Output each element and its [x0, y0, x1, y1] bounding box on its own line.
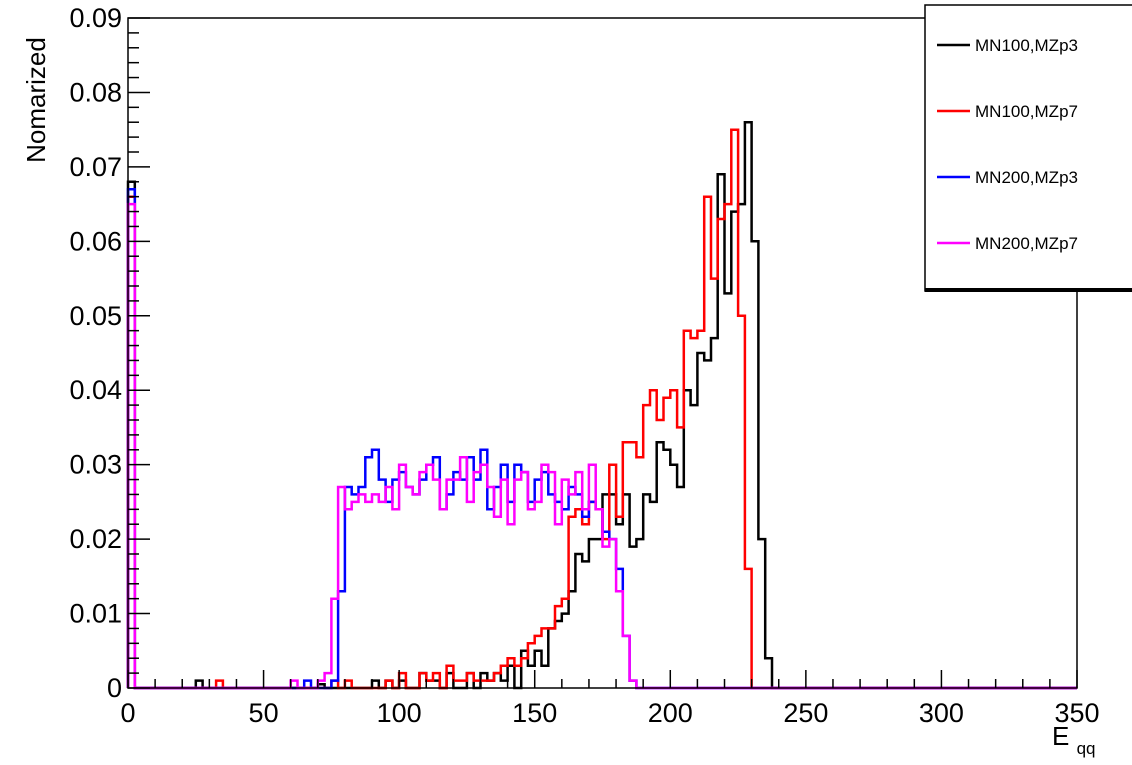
- y-tick-label: 0.07: [69, 152, 122, 182]
- y-tick-label: 0.04: [69, 375, 122, 405]
- x-tick-label: 300: [919, 698, 964, 728]
- y-tick-label: 0.05: [69, 301, 122, 331]
- x-tick-label: 200: [648, 698, 693, 728]
- x-tick-label: 100: [377, 698, 422, 728]
- y-axis-label: Nomarized: [21, 37, 51, 163]
- y-tick-label: 0.08: [69, 77, 122, 107]
- x-axis-label-main: E: [1052, 721, 1069, 751]
- y-tick-label: 0.09: [69, 3, 122, 33]
- series-line-4: [126, 202, 1077, 690]
- x-tick-label: 0: [120, 698, 135, 728]
- y-axis-ticks: 0 0.01 0.02 0.03 0.04 0.05 0.06 0.07 0.08 0.09: [69, 3, 150, 703]
- x-tick-label: 50: [249, 698, 279, 728]
- x-axis-ticks: 0 50 100 150 200 250 300 350: [120, 670, 1100, 728]
- legend-label-3: MN200,MZp3: [975, 168, 1078, 187]
- series-line-3: [126, 187, 1077, 690]
- y-tick-label: 0.03: [69, 450, 122, 480]
- legend-label-4: MN200,MZp7: [975, 234, 1078, 253]
- x-tick-label: 350: [1054, 698, 1099, 728]
- x-tick-label: 150: [512, 698, 557, 728]
- x-tick-label: 250: [783, 698, 828, 728]
- legend-label-1: MN100,MZp3: [975, 36, 1078, 55]
- legend-shadow: [925, 288, 1132, 292]
- y-tick-label: 0.01: [69, 599, 122, 629]
- y-tick-label: 0.02: [69, 524, 122, 554]
- legend: MN100,MZp3 MN100,MZp7 MN200,MZp3 MN200,MZp7: [924, 4, 1132, 292]
- x-axis-label: E qq: [1052, 721, 1096, 758]
- y-tick-label: 0.06: [69, 226, 122, 256]
- x-axis-label-sub: qq: [1077, 739, 1096, 758]
- plot-frame: [127, 17, 1078, 689]
- legend-label-2: MN100,MZp7: [975, 102, 1078, 121]
- y-tick-label: 0: [107, 673, 122, 703]
